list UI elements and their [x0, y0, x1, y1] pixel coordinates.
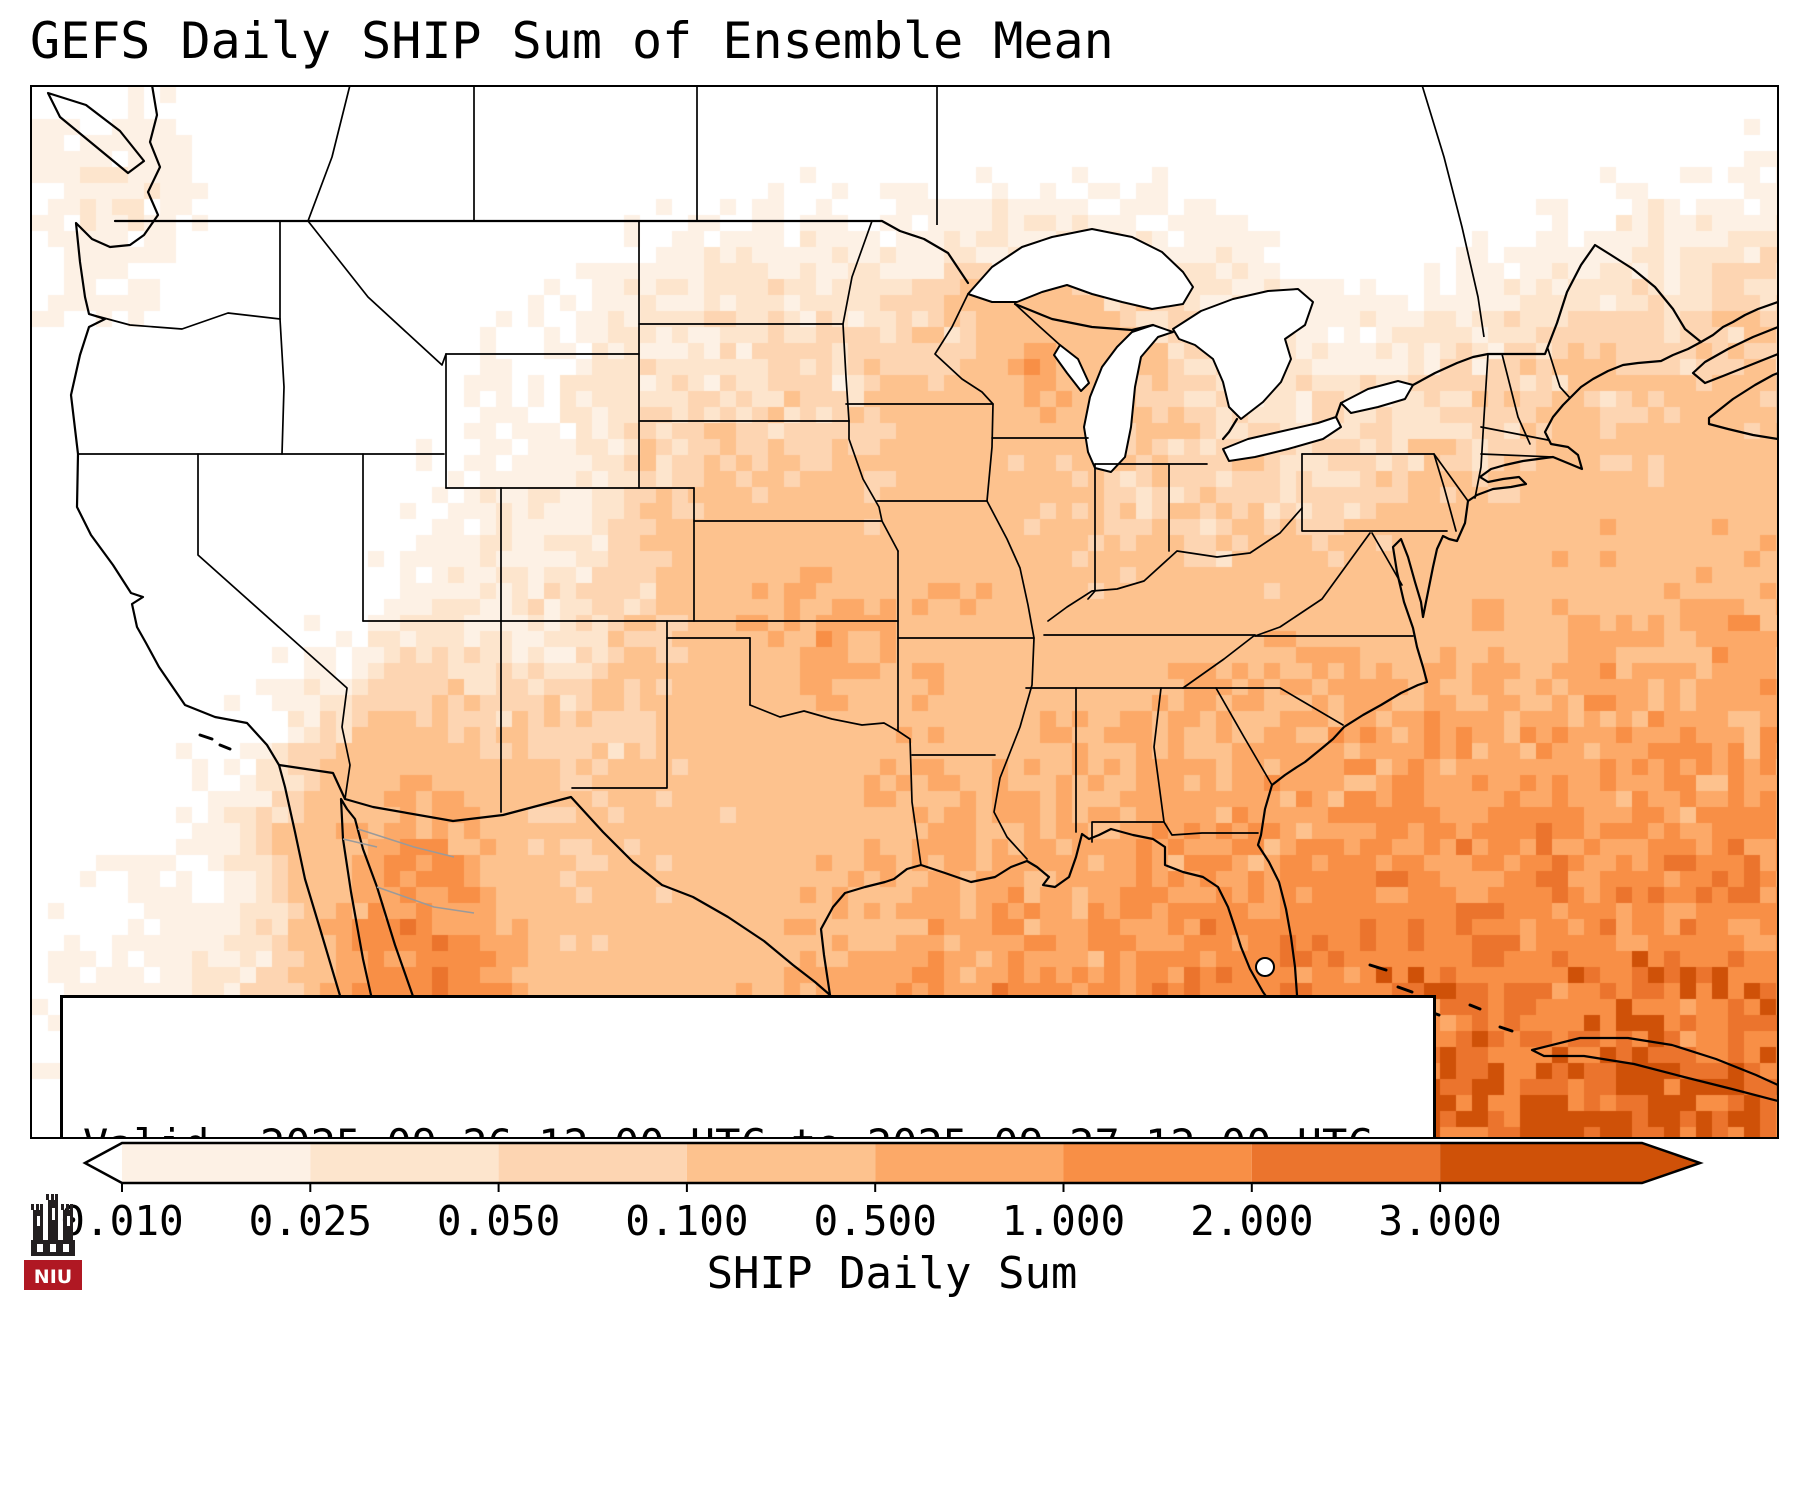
colorbar-over-arrow	[1440, 1143, 1700, 1183]
colorbar-segment	[686, 1143, 876, 1183]
great-lakes	[967, 228, 1414, 977]
ship-heatmap	[32, 87, 1777, 1137]
colorbar-tick-label: 0.050	[437, 1197, 560, 1245]
valid-text: Valid: 2025-09-26 12:00 UTC to 2025-09-2…	[83, 1117, 1413, 1137]
colorbar-under-arrow	[85, 1143, 122, 1183]
colorbar-segment	[1063, 1143, 1252, 1183]
state-borders	[77, 220, 1571, 866]
info-box: Valid: 2025-09-26 12:00 UTC to 2025-09-2…	[60, 995, 1436, 1137]
colorbar-segment	[310, 1143, 499, 1183]
colorbar-tick-label: 0.500	[813, 1197, 936, 1245]
coastlines	[46, 87, 1777, 1137]
niu-logo: NIU	[24, 1194, 82, 1290]
colorbar-segment	[122, 1143, 311, 1183]
colorbar-tick-label: 2.000	[1190, 1197, 1313, 1245]
colorbar-tick-label: 0.100	[625, 1197, 748, 1245]
colorbar-tick-label: 0.025	[249, 1197, 372, 1245]
province-borders	[307, 87, 1485, 338]
colorbar-segment	[498, 1143, 687, 1183]
colorbar-tick-label: 0.010	[60, 1197, 183, 1245]
islands	[198, 733, 1514, 1033]
map-boundaries	[46, 87, 1777, 1137]
colorbar-segment	[875, 1143, 1064, 1183]
colorbar-tick-label: 1.000	[1002, 1197, 1125, 1245]
colorbar-segment	[1251, 1143, 1441, 1183]
colorbar-tick-label: 3.000	[1378, 1197, 1501, 1245]
colorbar: SHIP Daily Sum 0.010 0.025 0.050 0.100 0.500…	[60, 1141, 1704, 1299]
figure-title: GEFS Daily SHIP Sum of Ensemble Mean	[30, 12, 1114, 70]
niu-logo-red-band	[24, 1260, 82, 1290]
niu-castle-icon	[31, 1194, 75, 1256]
national-borders	[113, 219, 1703, 997]
map-panel: Valid: 2025-09-26 12:00 UTC to 2025-09-2…	[30, 85, 1779, 1139]
colorbar-axis-label: SHIP Daily Sum	[707, 1248, 1078, 1299]
niu-logo-text: NIU	[34, 1266, 72, 1288]
